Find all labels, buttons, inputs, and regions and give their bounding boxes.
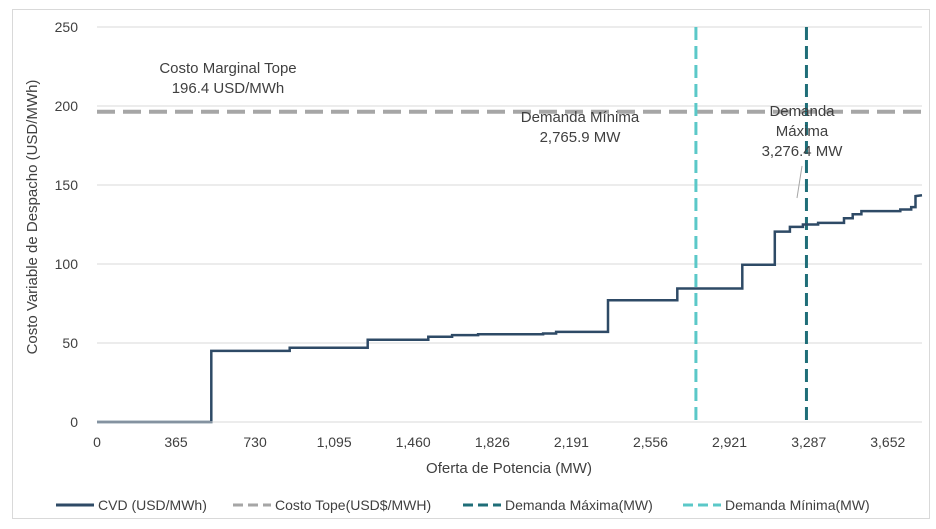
x-tick-label: 1,460 — [396, 434, 431, 450]
x-tick-label: 730 — [243, 434, 267, 450]
x-tick-label: 2,191 — [554, 434, 589, 450]
x-tick-label: 2,921 — [712, 434, 747, 450]
legend-cvd-text: CVD (USD/MWh) — [98, 497, 207, 513]
x-tick-label: 1,095 — [317, 434, 352, 450]
series-layer — [97, 194, 923, 424]
legend-costo-tope-text: Costo Tope(USD$/MWH) — [275, 497, 431, 513]
y-tick-label: 250 — [55, 19, 79, 35]
annotation-costo-tope: Costo Marginal Tope — [159, 60, 296, 77]
annotation-demanda-minima: Demanda Mínima — [521, 109, 640, 126]
y-axis-label: Costo Variable de Despacho (USD/MWh) — [24, 80, 41, 355]
legend-demanda-maxima-text: Demanda Máxima(MW) — [505, 497, 653, 513]
legend-demanda-minima-text: Demanda Mínima(MW) — [725, 497, 870, 513]
annotations: Costo Marginal Tope 196.4 USD/MWh Demanda … — [159, 60, 844, 199]
y-tick-label: 0 — [70, 414, 78, 430]
x-tick-label: 0 — [93, 434, 101, 450]
y-tick-label: 150 — [55, 177, 79, 193]
axes: 0 50 100 150 200 250 0 365 730 1,095 1,460 1,826 2,1… — [55, 19, 922, 450]
cvd-series-line — [97, 194, 923, 424]
annotation-demanda-maxima: 3,276.4 MW — [762, 143, 844, 160]
annotation-costo-tope: 196.4 USD/MWh — [172, 80, 285, 97]
x-axis-label: Oferta de Potencia (MW) — [426, 460, 592, 477]
x-tick-label: 365 — [164, 434, 188, 450]
y-tick-label: 50 — [62, 335, 78, 351]
annotation-leader-line — [796, 165, 803, 199]
annotation-demanda-maxima: Demanda — [769, 103, 835, 120]
x-tick-label: 3,287 — [791, 434, 826, 450]
annotation-demanda-maxima: Máxima — [776, 123, 829, 140]
annotation-demanda-minima: 2,765.9 MW — [540, 129, 622, 146]
grid-lines — [97, 26, 922, 344]
x-tick-label: 3,652 — [870, 434, 905, 450]
x-tick-label: 2,556 — [633, 434, 668, 450]
legend[interactable]: CVD (USD/MWh) Costo Tope(USD$/MWH) Demanda… — [56, 497, 870, 513]
y-tick-label: 200 — [55, 98, 79, 114]
x-tick-label: 1,826 — [475, 434, 510, 450]
y-tick-label: 100 — [55, 256, 79, 272]
